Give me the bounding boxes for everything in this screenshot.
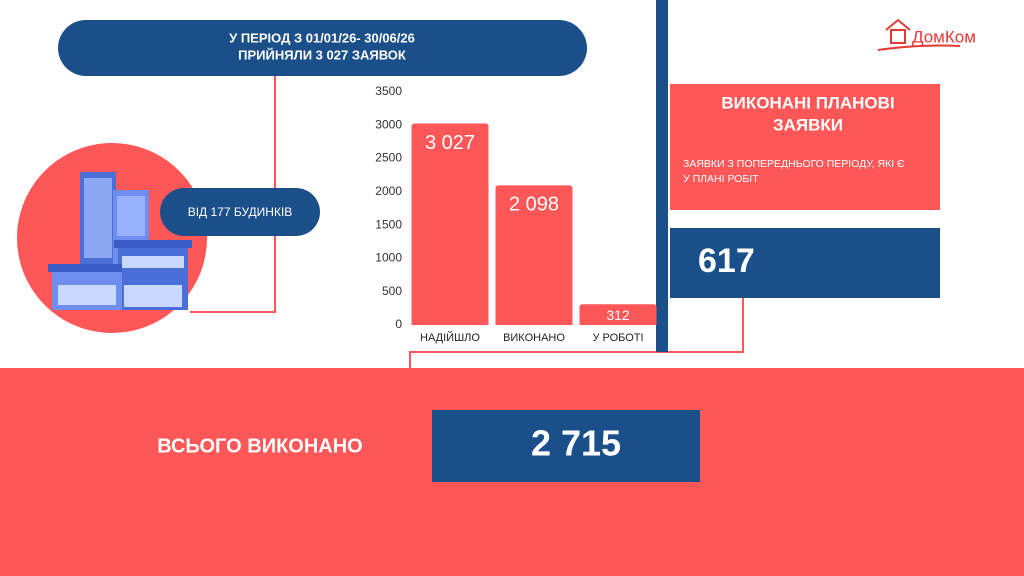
- planned-value: 617: [698, 242, 755, 280]
- divider: [656, 0, 668, 352]
- banner-line: У ПЕРІОД З 01/01/26- 30/06/26: [229, 30, 415, 45]
- y-tick-label: 3000: [375, 117, 402, 131]
- bar: [411, 123, 489, 326]
- y-tick-label: 0: [395, 317, 402, 331]
- y-tick-label: 1000: [375, 251, 402, 265]
- y-tick-label: 3500: [375, 84, 402, 98]
- value-label: 312: [606, 307, 630, 323]
- value-label: 3 027: [425, 132, 475, 154]
- banner: [58, 20, 587, 76]
- connector: [409, 298, 744, 425]
- planned-note: У ПЛАНІ РОБІТ: [683, 173, 759, 185]
- buildings-pill: [160, 188, 320, 236]
- planned-panel: [670, 84, 940, 210]
- logo: ДомКом: [912, 27, 976, 46]
- y-tick-label: 2000: [375, 184, 402, 198]
- bar: [579, 304, 657, 325]
- y-tick-label: 2500: [375, 151, 402, 165]
- bar: [495, 185, 573, 325]
- value-label: 2 098: [509, 194, 559, 216]
- planned-value-box: [670, 228, 940, 298]
- planned-title: ВИКОНАНІ ПЛАНОВІ: [721, 93, 894, 112]
- building-icon: [48, 172, 192, 310]
- total-box: [432, 410, 700, 482]
- banner-line: ПРИЙНЯЛИ 3 027 ЗАЯВОК: [238, 47, 406, 62]
- y-tick-label: 500: [382, 284, 402, 298]
- buildings-text: ВІД 177 БУДИНКІВ: [188, 205, 293, 219]
- x-tick-label: НАДІЙШЛО: [420, 331, 480, 344]
- connector: [190, 76, 276, 313]
- x-tick-label: У РОБОТІ: [592, 332, 643, 344]
- y-tick-label: 1500: [375, 217, 402, 231]
- planned-title: ЗАЯВКИ: [773, 115, 843, 134]
- logo-icon: [877, 18, 961, 51]
- total-label: ВСЬОГО ВИКОНАНО: [157, 435, 362, 457]
- x-tick-label: ВИКОНАНО: [503, 332, 565, 344]
- planned-note: ЗАЯВКИ З ПОПЕРЕДНЬОГО ПЕРІОДУ, ЯКІ Є: [683, 158, 905, 170]
- total-value: 2 715: [531, 423, 621, 464]
- bar-chart: 0 500 1000 1500 2000 2500 3000 3500 НАДІЙШЛО 3 02…: [375, 84, 657, 344]
